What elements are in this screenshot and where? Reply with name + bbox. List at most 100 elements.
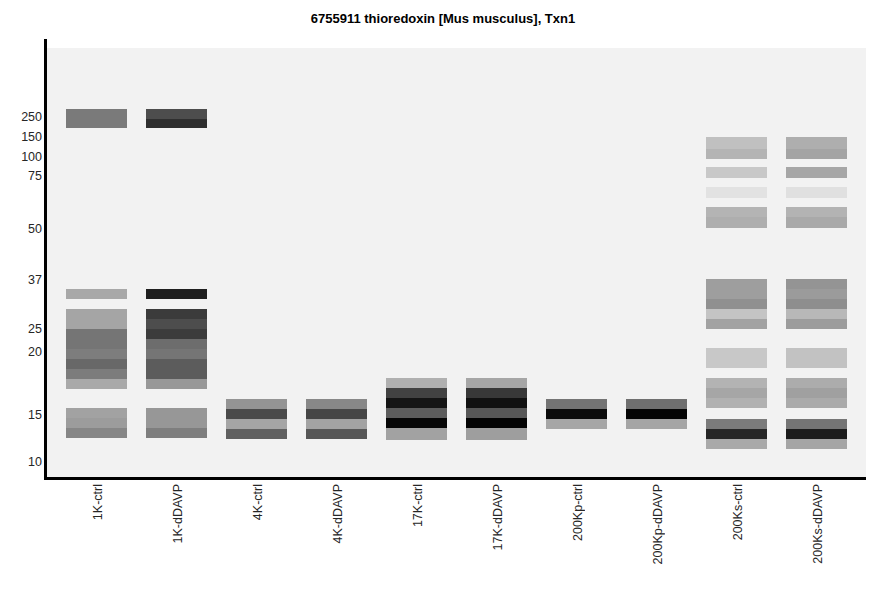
x-axis-line bbox=[44, 477, 866, 480]
gel-band bbox=[386, 418, 447, 428]
gel-band bbox=[706, 388, 767, 398]
gel-band bbox=[786, 137, 847, 149]
gel-band bbox=[66, 359, 127, 369]
x-lane-label: 200Ks-ctrl bbox=[731, 484, 745, 540]
gel-band bbox=[146, 289, 207, 299]
gel-band bbox=[706, 217, 767, 228]
y-tick-label: 15 bbox=[0, 408, 42, 423]
x-lane-label: 200Kp-dDAVP bbox=[651, 484, 665, 564]
gel-band bbox=[706, 319, 767, 329]
gel-band bbox=[466, 398, 527, 408]
gel-band bbox=[786, 429, 847, 439]
gel-band bbox=[386, 408, 447, 418]
gel-band bbox=[546, 419, 607, 429]
y-tick-label: 50 bbox=[0, 222, 42, 237]
gel-band bbox=[466, 428, 527, 440]
gel-band bbox=[66, 379, 127, 389]
gel-band bbox=[146, 109, 207, 119]
gel-band bbox=[66, 408, 127, 418]
gel-band bbox=[226, 419, 287, 429]
y-tick-label: 250 bbox=[0, 110, 42, 125]
gel-band bbox=[226, 399, 287, 409]
x-lane-label: 17K-ctrl bbox=[411, 484, 425, 527]
gel-band bbox=[146, 119, 207, 128]
gel-band bbox=[66, 109, 127, 128]
gel-band bbox=[66, 428, 127, 438]
gel-band bbox=[466, 388, 527, 398]
y-tick-label: 100 bbox=[0, 150, 42, 165]
gel-band bbox=[626, 419, 687, 429]
gel-band bbox=[386, 428, 447, 440]
gel-band bbox=[146, 309, 207, 319]
gel-band bbox=[706, 279, 767, 299]
gel-band bbox=[66, 349, 127, 359]
gel-band bbox=[706, 429, 767, 439]
gel-band bbox=[786, 378, 847, 388]
gel-band bbox=[786, 149, 847, 159]
gel-band bbox=[66, 289, 127, 299]
gel-band bbox=[786, 207, 847, 217]
gel-band bbox=[706, 419, 767, 429]
gel-band bbox=[786, 439, 847, 449]
gel-band bbox=[146, 319, 207, 329]
gel-band bbox=[786, 419, 847, 429]
y-tick-label: 75 bbox=[0, 169, 42, 184]
gel-band bbox=[706, 439, 767, 449]
gel-band bbox=[306, 409, 367, 419]
gel-band bbox=[146, 349, 207, 359]
gel-band bbox=[306, 419, 367, 429]
gel-band bbox=[786, 348, 847, 368]
gel-band bbox=[786, 187, 847, 198]
x-lane-label: 17K-dDAVP bbox=[491, 484, 505, 550]
gel-band bbox=[706, 149, 767, 159]
gel-band bbox=[386, 398, 447, 408]
gel-band bbox=[306, 399, 367, 409]
gel-blot-figure: 6755911 thioredoxin [Mus musculus], Txn1… bbox=[0, 0, 886, 595]
gel-band bbox=[706, 348, 767, 368]
gel-band bbox=[226, 429, 287, 439]
gel-band bbox=[146, 428, 207, 438]
gel-band bbox=[706, 137, 767, 149]
gel-band bbox=[386, 388, 447, 398]
y-tick-label: 37 bbox=[0, 273, 42, 288]
gel-band bbox=[786, 398, 847, 408]
gel-band bbox=[466, 418, 527, 428]
x-lane-label: 200Kp-ctrl bbox=[571, 484, 585, 541]
gel-band bbox=[786, 299, 847, 309]
x-lane-label: 1K-ctrl bbox=[91, 484, 105, 520]
gel-band bbox=[786, 279, 847, 289]
gel-band bbox=[626, 409, 687, 419]
gel-band bbox=[386, 378, 447, 388]
y-tick-label: 20 bbox=[0, 345, 42, 360]
gel-band bbox=[786, 388, 847, 398]
gel-band bbox=[786, 319, 847, 329]
gel-band bbox=[66, 309, 127, 329]
gel-band bbox=[786, 289, 847, 299]
gel-band bbox=[466, 378, 527, 388]
gel-band bbox=[706, 398, 767, 408]
gel-band bbox=[66, 369, 127, 379]
y-tick-label: 25 bbox=[0, 322, 42, 337]
x-lane-label: 200Ks-dDAVP bbox=[811, 484, 825, 564]
gel-band bbox=[546, 409, 607, 419]
y-axis-line bbox=[44, 39, 47, 480]
gel-band bbox=[706, 207, 767, 217]
gel-band bbox=[786, 309, 847, 319]
gel-band bbox=[146, 329, 207, 339]
gel-band bbox=[706, 299, 767, 309]
gel-band bbox=[466, 408, 527, 418]
y-tick-label: 10 bbox=[0, 455, 42, 470]
gel-band bbox=[146, 379, 207, 389]
gel-band bbox=[66, 329, 127, 349]
gel-band bbox=[146, 359, 207, 379]
gel-band bbox=[786, 217, 847, 228]
x-lane-label: 1K-dDAVP bbox=[171, 484, 185, 544]
gel-band bbox=[626, 399, 687, 409]
gel-band bbox=[786, 167, 847, 178]
chart-title: 6755911 thioredoxin [Mus musculus], Txn1 bbox=[0, 11, 886, 26]
gel-band bbox=[146, 339, 207, 349]
gel-band bbox=[546, 399, 607, 409]
x-lane-label: 4K-ctrl bbox=[251, 484, 265, 520]
gel-band bbox=[226, 409, 287, 419]
gel-band bbox=[706, 187, 767, 198]
